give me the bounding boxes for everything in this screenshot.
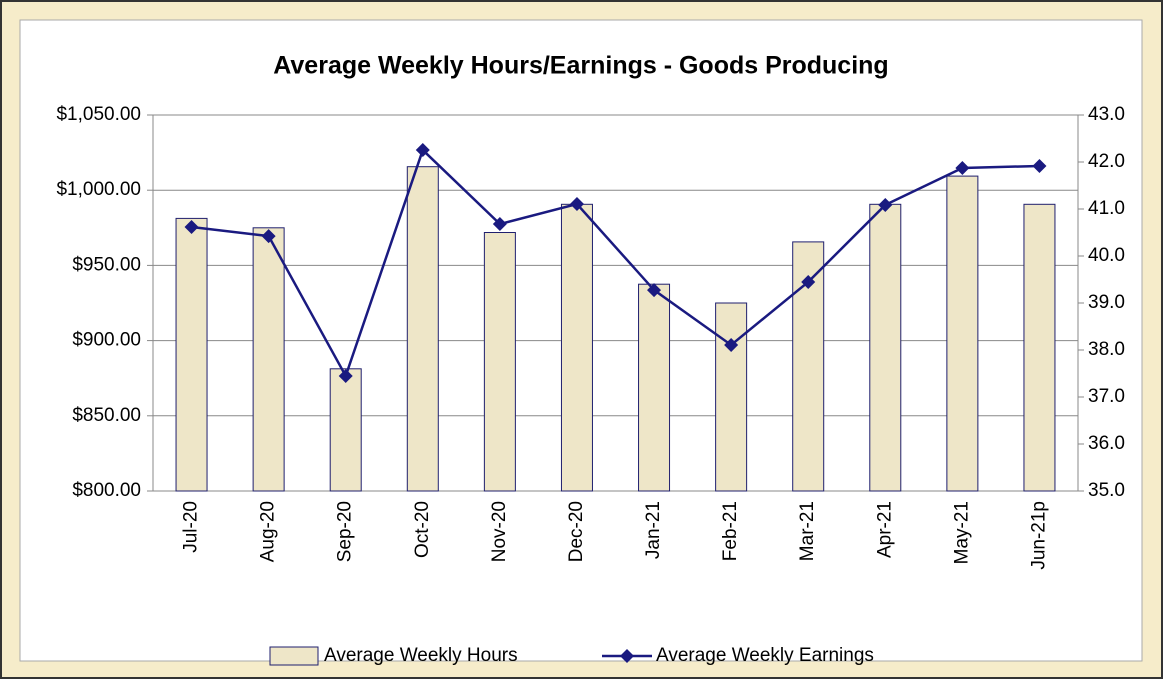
marker <box>569 197 584 212</box>
legend-marker <box>620 649 634 663</box>
bar <box>638 283 671 492</box>
marker <box>184 220 199 235</box>
x-tick-label: Jun-21p <box>1028 501 1049 570</box>
x-tick-label: May-21 <box>951 501 972 564</box>
y2-tick-label: 42.0 <box>1088 151 1125 172</box>
x-tick-label: Mar-21 <box>797 501 818 561</box>
x-tick-label: Aug-20 <box>258 501 279 562</box>
y2-tick-label: 41.0 <box>1088 198 1125 219</box>
y-tick-label: $1,050.00 <box>56 104 141 125</box>
x-tick-label: Feb-21 <box>720 501 741 561</box>
x-tick-label: Sep-20 <box>335 501 356 562</box>
plot-area <box>152 114 1079 492</box>
marker <box>261 229 276 244</box>
x-tick-label: Jan-21 <box>643 501 664 559</box>
y-tick-label: $1,000.00 <box>56 179 141 200</box>
y2-tick-label: 43.0 <box>1088 104 1125 125</box>
chart-title: Average Weekly Hours/Earnings - Goods Pr… <box>273 52 888 80</box>
bar <box>1023 203 1056 492</box>
x-tick-label: Dec-20 <box>566 501 587 562</box>
marker <box>492 217 507 232</box>
marker <box>415 143 430 158</box>
y-tick-label: $850.00 <box>72 405 141 426</box>
bar <box>483 232 516 492</box>
x-tick-label: Apr-21 <box>874 501 895 558</box>
y2-tick-label: 36.0 <box>1088 433 1125 454</box>
marker <box>878 197 893 212</box>
y2-tick-label: 39.0 <box>1088 292 1125 313</box>
marker <box>955 160 970 175</box>
marker <box>724 337 739 352</box>
bar <box>560 203 593 492</box>
y-tick-label: $800.00 <box>72 480 141 501</box>
legend-swatch <box>269 646 319 666</box>
marker <box>338 368 353 383</box>
bar <box>175 217 208 492</box>
line <box>191 147 1040 380</box>
legend-label: Average Weekly Hours <box>324 645 518 666</box>
bar <box>715 302 748 492</box>
bar <box>946 175 979 492</box>
y-tick-label: $900.00 <box>72 330 141 351</box>
marker <box>801 274 816 289</box>
x-tick-label: Oct-20 <box>412 501 433 558</box>
bar <box>252 227 285 492</box>
bar <box>406 166 439 492</box>
y2-tick-label: 37.0 <box>1088 386 1125 407</box>
bar <box>329 368 362 492</box>
y2-tick-label: 38.0 <box>1088 339 1125 360</box>
x-tick-label: Nov-20 <box>489 501 510 562</box>
marker <box>1032 158 1047 173</box>
marker <box>647 283 662 298</box>
y2-tick-label: 40.0 <box>1088 245 1125 266</box>
x-tick-label: Jul-20 <box>181 501 202 553</box>
y-tick-label: $950.00 <box>72 254 141 275</box>
legend-label: Average Weekly Earnings <box>656 645 874 666</box>
bar <box>869 203 902 492</box>
y2-tick-label: 35.0 <box>1088 480 1125 501</box>
